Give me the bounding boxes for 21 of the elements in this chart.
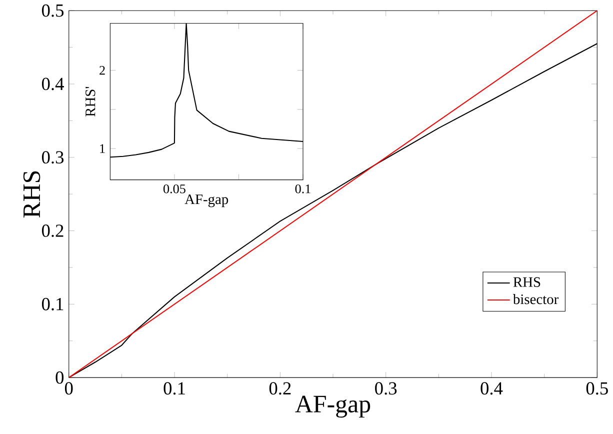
x-tick-label: 0.2 [269,382,291,395]
y-tick-label: 0.2 [42,224,64,238]
y-tick-label: 0 [56,372,64,384]
x-tick-label: 0.1 [164,382,185,395]
y-tick-label: 1 [100,144,105,154]
legend-label: RHS [513,277,540,288]
y-axis-title: RHS [23,172,40,218]
x-tick-label: 0.4 [480,382,503,395]
y-tick-label: 0.5 [42,4,64,18]
legend-label: bisector [512,294,559,304]
x-tick-label: 0.3 [375,382,397,395]
y-axis-title: RHS' [86,87,96,117]
x-tick-label: 0 [64,382,73,395]
x-tick-label: 0.5 [586,382,608,395]
y-tick-label: 0.3 [42,151,64,164]
y-tick-label: 2 [100,66,105,75]
y-tick-label: 0.4 [42,78,64,90]
x-axis-title: AF-gap [184,194,228,208]
y-tick-label: 0.1 [42,298,64,311]
x-axis-title: AF-gap [295,396,370,418]
x-tick-label: 0.05 [163,184,186,194]
